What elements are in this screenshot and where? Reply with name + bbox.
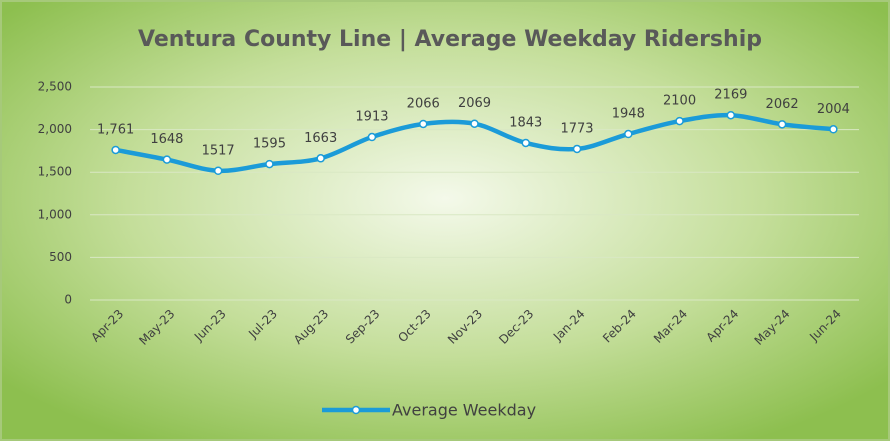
- data-label: 1648: [150, 132, 183, 147]
- y-tick-label: 2,500: [38, 80, 72, 94]
- y-tick-label: 2,000: [38, 122, 72, 136]
- data-point: [829, 125, 838, 134]
- data-label: 1,761: [97, 122, 134, 137]
- data-label: 1663: [304, 131, 337, 146]
- data-point: [470, 119, 479, 128]
- data-point: [111, 145, 120, 155]
- data-label: 1517: [202, 143, 235, 158]
- data-label: 2062: [766, 97, 799, 112]
- y-tick-label: 0: [64, 293, 72, 307]
- data-label: 1948: [612, 107, 645, 122]
- chart-title: Ventura County Line | Average Weekday Ri…: [138, 27, 762, 52]
- data-label: 2004: [817, 102, 850, 117]
- data-point: [213, 166, 223, 176]
- data-label: 1595: [253, 137, 286, 152]
- data-point: [265, 159, 274, 169]
- legend-label: Average Weekday: [392, 401, 536, 420]
- data-point: [162, 155, 172, 164]
- data-label: 2169: [714, 88, 747, 103]
- data-point: [367, 132, 377, 142]
- data-label: 2069: [458, 96, 491, 111]
- y-tick-label: 1,500: [38, 165, 72, 179]
- data-point: [675, 116, 684, 126]
- data-label: 2066: [407, 96, 440, 111]
- data-point: [521, 138, 531, 148]
- data-point: [572, 144, 582, 154]
- data-point: [316, 154, 325, 163]
- data-point: [418, 119, 428, 129]
- y-tick-label: 1,000: [38, 207, 72, 221]
- data-label: 1773: [560, 121, 593, 136]
- data-point: [726, 110, 736, 120]
- legend-marker: [351, 405, 361, 415]
- data-point: [777, 120, 787, 129]
- data-label: 1913: [355, 110, 388, 125]
- data-label: 1843: [509, 115, 542, 130]
- y-tick-label: 500: [49, 250, 72, 264]
- data-label: 2100: [663, 94, 696, 109]
- data-point: [624, 129, 633, 139]
